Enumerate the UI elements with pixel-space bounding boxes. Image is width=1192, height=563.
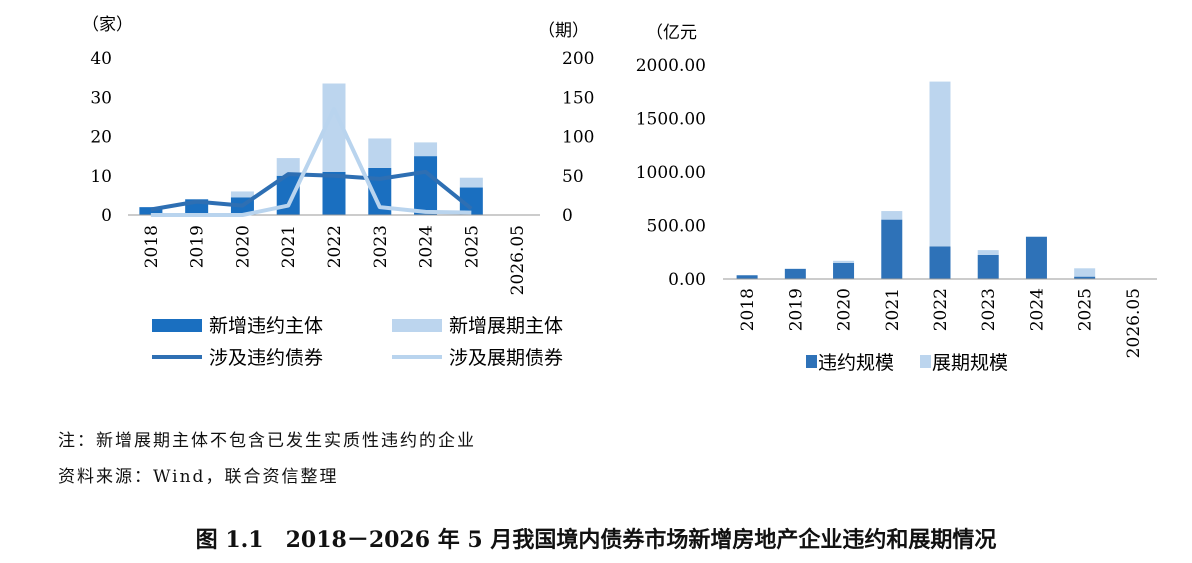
legend-swatch <box>806 355 817 368</box>
default-amount-bar <box>977 254 999 279</box>
x-tick-label: 2023 <box>979 288 999 331</box>
x-tick-label: 2024 <box>417 225 437 268</box>
left-chart: （家） （期） 0 10 20 30 40 0 50 100 150 200 2018 2019 2020 2… <box>82 15 594 369</box>
left-y-tick-label: 40 <box>90 49 112 69</box>
x-tick-label: 2020 <box>233 225 253 268</box>
extension-entities-bar <box>322 83 346 172</box>
default-entities-bar <box>459 187 483 215</box>
axis-unit: （亿元 <box>646 23 697 43</box>
default-amount-bar <box>1025 236 1047 279</box>
right-y-tick-label: 150 <box>562 88 594 108</box>
left-axis-unit: （家） <box>82 15 133 35</box>
x-tick-label: 2024 <box>1027 288 1047 331</box>
left-y-tick-label: 20 <box>90 128 112 148</box>
x-tick-label: 2026.05 <box>1124 288 1144 358</box>
x-tick-label: 2020 <box>835 288 855 331</box>
y-tick-label: 1500.00 <box>636 110 706 130</box>
x-tick-label: 2021 <box>883 288 903 331</box>
default-amount-bar <box>929 246 951 279</box>
x-tick-label: 2022 <box>931 288 951 331</box>
x-tick-label: 2025 <box>1076 288 1096 331</box>
right-y-tick-label: 100 <box>562 128 594 148</box>
legend-label: 违约规模 <box>818 352 894 374</box>
left-y-tick-label: 10 <box>90 167 112 187</box>
x-tick-label: 2018 <box>738 288 758 331</box>
default-entities-bar <box>139 207 163 215</box>
extension-entities-bar <box>230 191 254 198</box>
x-tick-label: 2019 <box>786 288 806 331</box>
extension-amount-bar <box>929 81 951 247</box>
default-amount-bar <box>784 268 806 279</box>
extension-amount-bar <box>1074 268 1096 277</box>
legend-swatch <box>920 355 931 368</box>
legend-label: 新增展期主体 <box>449 315 563 337</box>
default-entities-bar <box>322 171 346 215</box>
y-tick-label: 0.00 <box>668 270 706 290</box>
extension-amount-bar <box>833 260 855 263</box>
x-tick-label: 2019 <box>188 225 208 268</box>
y-tick-label: 1000.00 <box>636 163 706 183</box>
legend-label: 新增违约主体 <box>209 315 323 337</box>
x-tick-label: 2018 <box>142 225 162 268</box>
x-tick-label: 2021 <box>279 225 299 268</box>
default-amount-bar <box>736 275 758 279</box>
x-tick-label: 2023 <box>371 225 391 268</box>
extension-amount-bar <box>977 250 999 255</box>
extension-entities-bar <box>368 138 392 168</box>
right-axis-unit: （期） <box>538 21 589 41</box>
legend-label: 展期规模 <box>932 352 1008 374</box>
default-amount-bar <box>881 219 903 279</box>
legend-swatch <box>392 319 442 332</box>
default-amount-bar <box>1074 276 1096 279</box>
right-chart: （亿元 0.00 500.00 1000.00 1500.00 2000.00 2018 20… <box>636 23 1157 374</box>
default-amount-bar <box>833 262 855 279</box>
right-y-tick-label: 50 <box>562 167 584 187</box>
extension-entities-bar <box>276 158 300 176</box>
y-tick-label: 500.00 <box>647 217 706 237</box>
right-y-tick-label: 0 <box>562 206 573 226</box>
left-y-tick-label: 30 <box>90 88 112 108</box>
extension-entities-bar <box>414 142 438 157</box>
default-bonds-line <box>150 169 473 212</box>
x-tick-label: 2026.05 <box>508 225 528 295</box>
legend-label: 涉及违约债券 <box>209 347 323 369</box>
legend-swatch <box>152 319 202 332</box>
x-tick-label: 2022 <box>325 225 345 268</box>
legend-label: 涉及展期债券 <box>449 347 563 369</box>
y-tick-label: 2000.00 <box>636 56 706 76</box>
default-entities-bar <box>414 156 438 215</box>
extension-entities-bar <box>459 177 483 188</box>
data-source-note: 资料来源：Wind，联合资信整理 <box>58 467 339 487</box>
extension-amount-bar <box>881 211 903 220</box>
extension-bonds-line <box>150 107 472 217</box>
left-y-tick-label: 0 <box>101 206 112 226</box>
chart-note: 注：新增展期主体不包含已发生实质性违约的企业 <box>58 431 476 451</box>
right-y-tick-label: 200 <box>562 49 594 69</box>
x-tick-label: 2025 <box>462 225 482 268</box>
figure-caption: 图 1.1 2018－2026 年 5 月我国境内债券市场新增房地产企业违约和展… <box>195 527 997 553</box>
